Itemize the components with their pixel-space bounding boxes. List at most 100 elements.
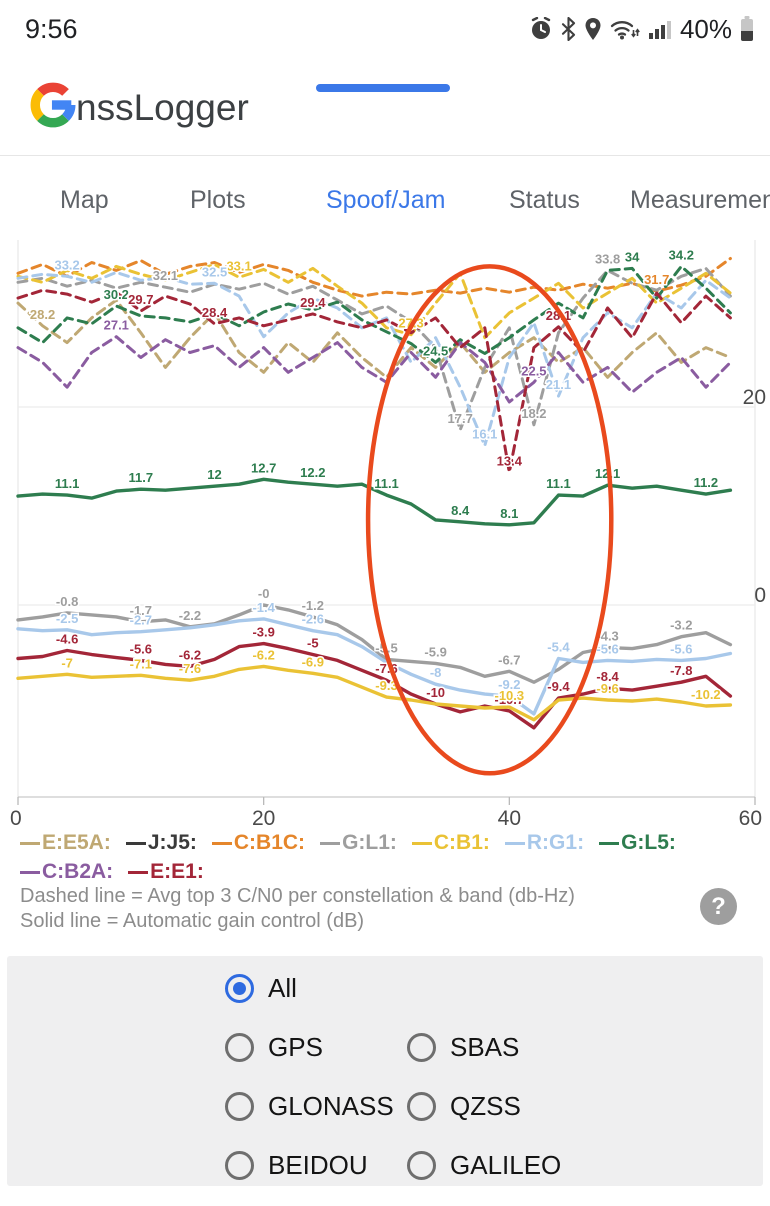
spoofjam-chart: 28.2 31.7 32.1 17.7 18.2 33.8 33.1 27.3 33.2 32.5… (0, 235, 770, 835)
legend-item-e-e5a: E:E5A: (20, 831, 111, 855)
question-mark-icon: ? (711, 892, 726, 920)
legend-item-c-b1: C:B1: (411, 831, 490, 855)
svg-text:-10.7: -10.7 (495, 692, 525, 707)
radio-all[interactable]: All (225, 971, 297, 1005)
spoofjam-chart-svg: 28.231.732.117.7 18.233.833.127.333.2 32.5… (10, 240, 766, 830)
svg-text:12.2: 12.2 (300, 465, 325, 480)
svg-text:32.5: 32.5 (202, 264, 227, 279)
svg-text:-5: -5 (307, 636, 319, 651)
signal-icon (648, 17, 672, 41)
svg-text:-8.4: -8.4 (596, 669, 619, 684)
svg-text:11.7: 11.7 (129, 470, 154, 485)
app-title: nssLogger (76, 86, 249, 128)
svg-text:-9.2: -9.2 (498, 677, 520, 692)
legend-item-c-b1c: C:B1C: (211, 831, 305, 855)
svg-text:8.1: 8.1 (500, 506, 518, 521)
svg-text:30.2: 30.2 (104, 287, 129, 302)
svg-text:-2.2: -2.2 (179, 608, 201, 623)
help-button[interactable]: ? (700, 888, 737, 925)
svg-text:60: 60 (739, 807, 762, 830)
bluetooth-icon (561, 17, 576, 41)
svg-text:20: 20 (252, 807, 275, 830)
svg-text:-10.3: -10.3 (495, 688, 525, 703)
radio-galileo[interactable]: GALILEO (407, 1148, 561, 1182)
svg-text:0: 0 (754, 584, 766, 607)
battery-icon (740, 16, 754, 42)
chart-legend: E:E5A: J:J5: C:B1C: G:L1: C:B1: R:G1: G:… (20, 831, 762, 884)
svg-text:-4.6: -4.6 (56, 632, 78, 647)
svg-text:11.1: 11.1 (546, 476, 571, 491)
radio-gps[interactable]: GPS (225, 1030, 323, 1064)
svg-text:29.4: 29.4 (300, 295, 326, 310)
radio-circle-icon (407, 1150, 436, 1180)
svg-text:33.1: 33.1 (226, 258, 251, 273)
status-bar: 9:56 (0, 0, 770, 58)
svg-text:-7.8: -7.8 (670, 663, 692, 678)
svg-text:-7.6: -7.6 (179, 661, 201, 676)
svg-text:16.1: 16.1 (472, 427, 497, 442)
app-logo: nssLogger (30, 82, 249, 133)
legend-dash-icon (125, 841, 146, 845)
note-dashed-line: Dashed line = Avg top 3 C/N0 per constel… (20, 885, 575, 907)
svg-text:29.7: 29.7 (128, 292, 153, 307)
svg-text:-5.9: -5.9 (424, 644, 446, 659)
location-icon (584, 17, 602, 41)
tab-map[interactable]: Map (60, 186, 109, 214)
tab-spoof-jam[interactable]: Spoof/Jam (326, 186, 446, 214)
battery-percent-label: 40% (679, 13, 732, 44)
clock-time: 9:56 (25, 14, 78, 44)
tab-status[interactable]: Status (509, 186, 580, 214)
app-header: nssLogger (0, 58, 770, 156)
tab-measurements[interactable]: Measurements (630, 186, 770, 214)
radio-circle-icon (225, 1032, 254, 1062)
svg-text:-6.9: -6.9 (302, 654, 324, 669)
google-g-icon (30, 82, 76, 133)
svg-text:13.4: 13.4 (497, 453, 523, 468)
legend-item-r-g1: R:G1: (504, 831, 584, 855)
radio-circle-icon (225, 973, 254, 1003)
svg-text:-1.4: -1.4 (252, 600, 275, 615)
radio-circle-icon (407, 1032, 436, 1062)
svg-text:-5.6: -5.6 (596, 641, 618, 656)
svg-text:28.4: 28.4 (202, 305, 228, 320)
svg-text:27.1: 27.1 (104, 318, 129, 333)
svg-text:-7.1: -7.1 (130, 656, 152, 671)
legend-item-e-e1: E:E1: (128, 860, 204, 884)
legend-dash-icon (211, 841, 232, 845)
legend-dash-icon (411, 841, 432, 845)
active-tab-indicator (316, 84, 450, 92)
svg-text:-4.3: -4.3 (596, 629, 618, 644)
wifi-icon (610, 17, 640, 41)
svg-text:33.2: 33.2 (54, 257, 79, 272)
svg-text:22.5: 22.5 (521, 363, 546, 378)
note-solid-line: Solid line = Automatic gain control (dB) (20, 910, 365, 933)
svg-text:-5.6: -5.6 (670, 641, 692, 656)
legend-item-g-l1: G:L1: (320, 831, 397, 855)
radio-sbas[interactable]: SBAS (407, 1030, 519, 1064)
svg-text:12: 12 (207, 467, 221, 482)
radio-circle-icon (225, 1150, 254, 1180)
svg-text:17.7: 17.7 (448, 411, 473, 426)
svg-text:33.8: 33.8 (595, 251, 620, 266)
svg-text:-0: -0 (258, 586, 270, 601)
svg-text:40: 40 (498, 807, 521, 830)
radio-qzss[interactable]: QZSS (407, 1089, 521, 1123)
svg-text:-1.2: -1.2 (302, 598, 324, 613)
radio-glonass[interactable]: GLONASS (225, 1089, 394, 1123)
legend-dash-icon (20, 841, 40, 845)
svg-text:-9.6: -9.6 (596, 681, 618, 696)
radio-circle-icon (225, 1091, 254, 1121)
radio-beidou[interactable]: BEIDOU (225, 1148, 368, 1182)
svg-text:-2.7: -2.7 (130, 613, 152, 628)
svg-text:32.1: 32.1 (153, 268, 178, 283)
tab-plots[interactable]: Plots (190, 186, 246, 214)
svg-text:0: 0 (10, 807, 22, 830)
svg-text:-8: -8 (430, 665, 442, 680)
radio-circle-icon (407, 1091, 436, 1121)
svg-text:-10: -10 (426, 685, 445, 700)
svg-text:11.1: 11.1 (374, 476, 399, 491)
status-icons: 40% (529, 13, 754, 45)
legend-item-j-j5: J:J5: (125, 831, 197, 855)
svg-text:11.2: 11.2 (694, 475, 719, 490)
